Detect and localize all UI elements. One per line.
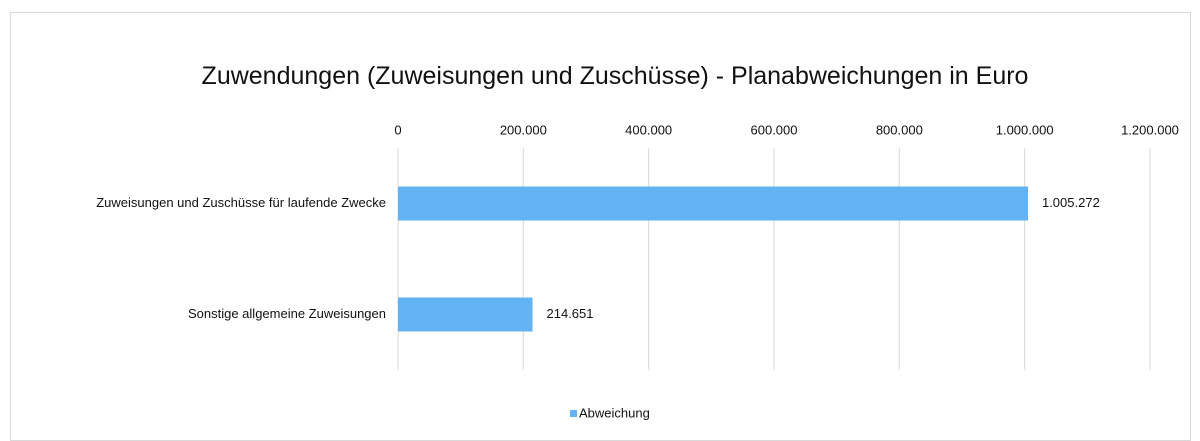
chart-title: Zuwendungen (Zuweisungen und Zuschüsse) … [201, 62, 1029, 90]
legend-label: Abweichung [579, 405, 650, 420]
data-label: 214.651 [547, 306, 594, 321]
x-tick-label: 800.000 [876, 122, 923, 137]
y-tick-label: Sonstige allgemeine Zuweisungen [188, 306, 386, 321]
x-tick-label: 1.000.000 [996, 122, 1054, 137]
x-tick-label: 0 [394, 122, 401, 137]
bar [398, 297, 533, 332]
y-tick-label: Zuweisungen und Zuschüsse für laufende Z… [96, 195, 386, 210]
x-tick-label: 600.000 [751, 122, 798, 137]
x-tick-label: 200.000 [500, 122, 547, 137]
legend-swatch [570, 410, 577, 417]
x-tick-label: 400.000 [625, 122, 672, 137]
x-tick-label: 1.200.000 [1121, 122, 1179, 137]
bar [398, 186, 1028, 221]
data-label: 1.005.272 [1042, 195, 1100, 210]
